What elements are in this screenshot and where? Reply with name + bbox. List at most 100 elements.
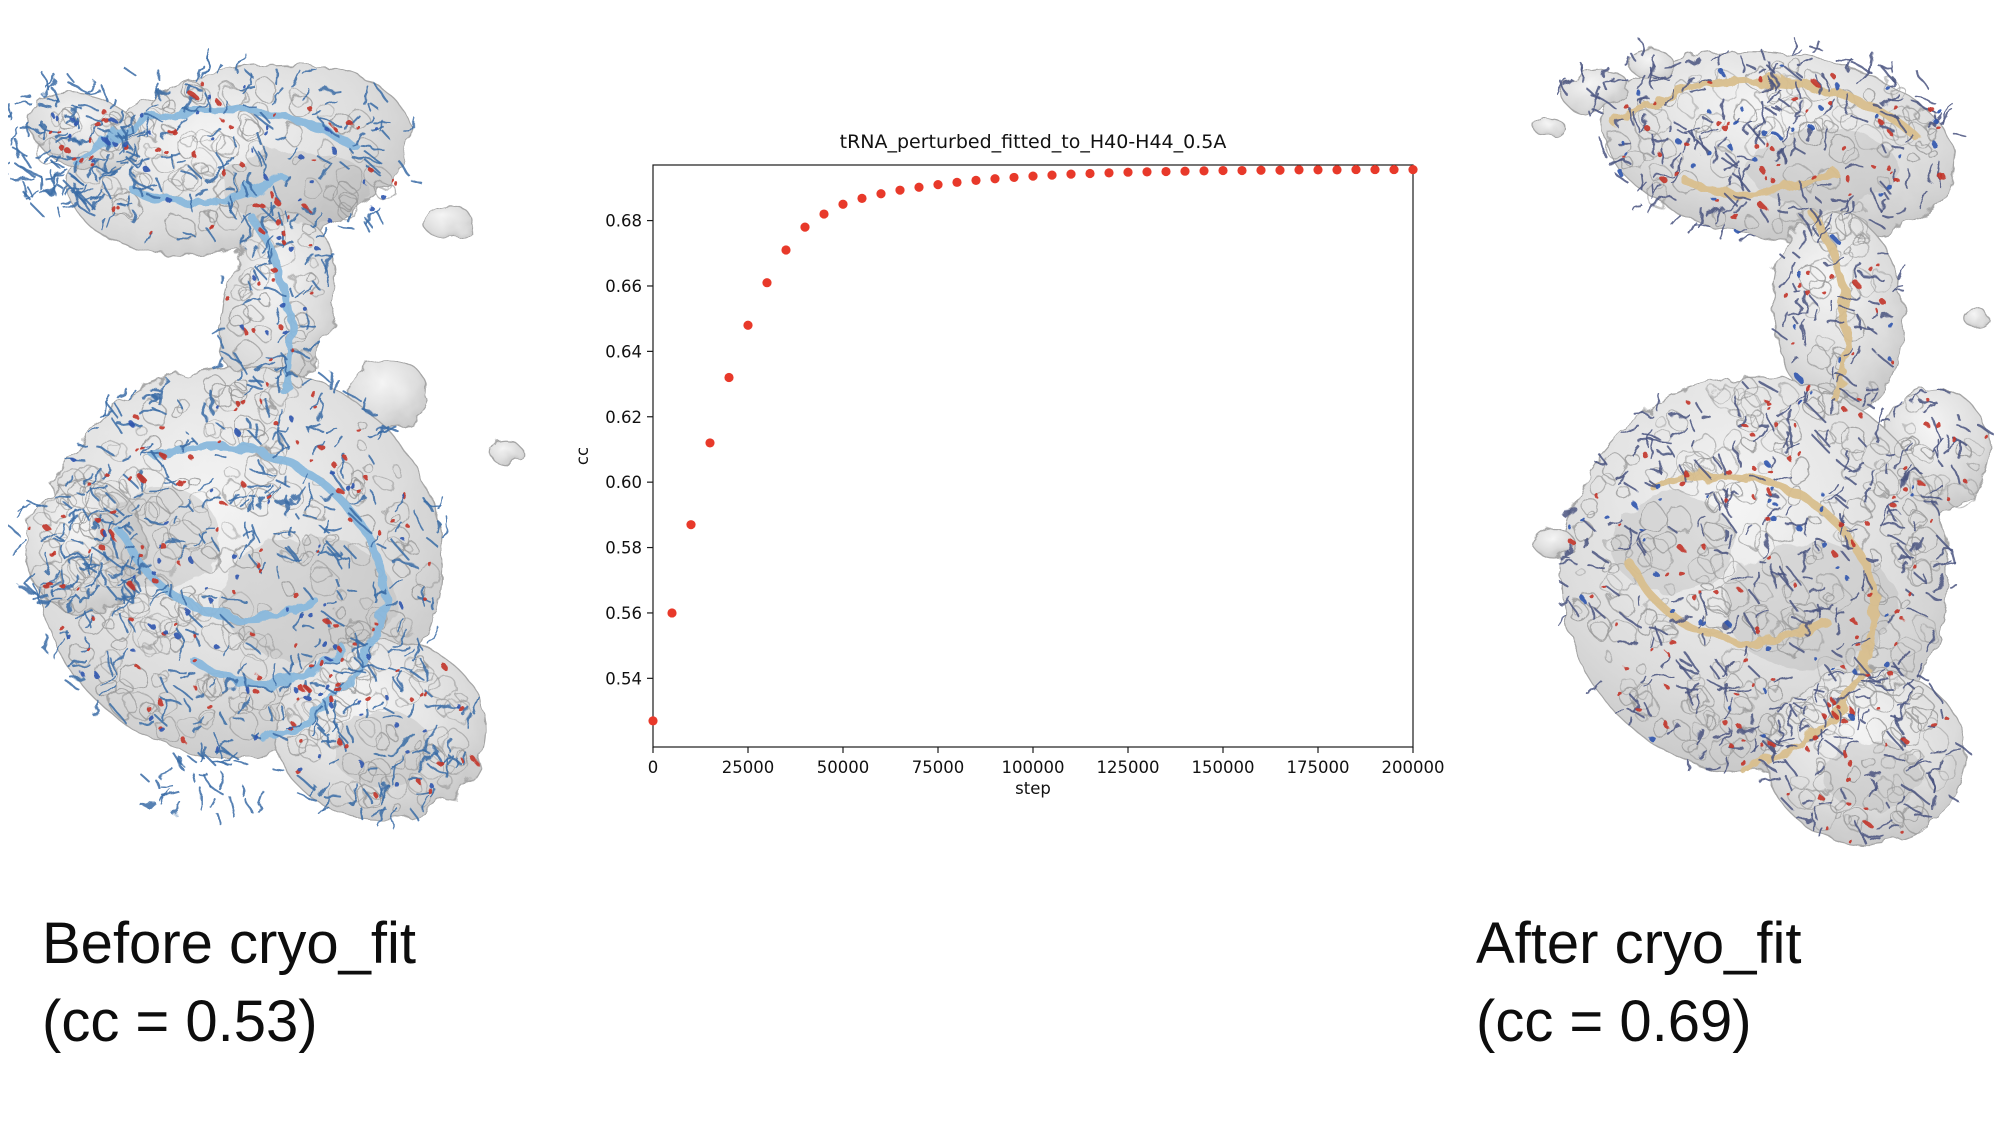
density-ring [1689, 72, 1702, 84]
bond-stick [1762, 105, 1779, 117]
oxygen-dot [1819, 711, 1825, 717]
bond-stick [1628, 709, 1645, 718]
bond-stick [1769, 742, 1776, 765]
oxygen-dot [1750, 432, 1755, 438]
bond-stick [99, 83, 108, 101]
bond-stick [172, 115, 186, 130]
bond-stick [259, 263, 268, 271]
bond-stick [323, 122, 344, 129]
density-ring [1817, 335, 1834, 352]
bond-stick [1803, 518, 1810, 535]
bond-stick [217, 154, 228, 175]
bond-stick [1809, 765, 1825, 772]
density-ring [1785, 457, 1814, 486]
density-ring [71, 522, 82, 532]
nitrogen-dot [68, 115, 73, 120]
oxygen-dot [1760, 743, 1764, 748]
bond-stick [124, 68, 141, 81]
bond-stick [312, 113, 325, 117]
bond-stick [1791, 289, 1802, 294]
data-point [933, 180, 943, 190]
bond-stick [1916, 97, 1933, 102]
oxygen-dot [241, 482, 247, 488]
oxygen-dot [192, 685, 197, 689]
oxygen-dot [1858, 412, 1864, 419]
bond-stick [1834, 496, 1851, 511]
bond-stick [206, 129, 223, 137]
bond-stick [303, 496, 314, 511]
nitrogen-dot [1818, 505, 1825, 512]
density-ring [343, 755, 365, 777]
oxygen-dot [1756, 629, 1761, 635]
bond-stick [336, 590, 343, 600]
bond-stick [1766, 456, 1774, 465]
bond-stick [1917, 71, 1926, 86]
density-ring [1600, 453, 1627, 480]
bond-stick [217, 641, 227, 651]
density-ring [117, 479, 129, 491]
bond-stick [65, 116, 78, 124]
nitrogen-dot [1646, 732, 1653, 739]
density-ring [1823, 673, 1844, 694]
bond-stick [1760, 48, 1769, 63]
oxygen-dot [208, 224, 214, 230]
bond-stick [133, 179, 154, 191]
bond-stick [1559, 561, 1577, 565]
bond-stick [1861, 709, 1871, 720]
density-ring [243, 456, 273, 485]
nitrogen-dot [1637, 91, 1643, 98]
bond-stick [187, 612, 205, 630]
bond-stick [315, 369, 331, 383]
nitrogen-dot [110, 118, 117, 125]
bond-stick [22, 127, 42, 132]
density-ring [1872, 562, 1883, 573]
bond-stick [83, 184, 88, 198]
bond-stick [364, 99, 371, 111]
bond-stick [334, 710, 338, 728]
bond-stick [1619, 121, 1627, 130]
nitrogen-dot [1661, 500, 1665, 504]
density-ring [1721, 645, 1749, 673]
bond-stick [410, 670, 424, 681]
bond-stick [73, 611, 96, 619]
nitrogen-dot [401, 538, 406, 542]
bond-stick [1833, 640, 1843, 648]
density-ring [333, 605, 346, 618]
nitrogen-dot [1772, 488, 1777, 493]
density-ring [358, 761, 379, 782]
bond-stick [1787, 424, 1792, 447]
nitrogen-atoms-after [1568, 66, 1940, 740]
bond-stick [137, 133, 152, 139]
bond-stick [309, 716, 318, 735]
oxygen-dot [61, 514, 66, 519]
nitrogen-dot [1884, 613, 1890, 619]
bond-stick [108, 95, 114, 109]
oxygen-dot [267, 385, 272, 389]
bond-stick [61, 500, 73, 510]
bond-stick [1711, 455, 1720, 467]
oxygen-dot [1594, 493, 1600, 499]
bond-stick [1759, 776, 1781, 784]
x-tick-label: 75000 [912, 758, 965, 777]
bond-stick [1661, 63, 1683, 67]
bond-stick [195, 727, 204, 736]
oxygen-dot [261, 401, 265, 406]
oxygen-dot [156, 698, 163, 705]
density-ring [1706, 523, 1725, 542]
density-ring [390, 626, 404, 640]
oxygen-dot [97, 542, 104, 550]
density-ring [392, 755, 405, 769]
bond-stick [1816, 538, 1829, 546]
bond-stick [1817, 604, 1821, 619]
density-ring [126, 691, 154, 720]
nitrogen-dot [1824, 545, 1831, 552]
nitrogen-dot [294, 688, 300, 694]
nitrogen-dot [348, 481, 354, 488]
density-ring [1804, 552, 1817, 565]
nitrogen-dot [141, 115, 147, 120]
bond-stick [1633, 112, 1641, 134]
bond-stick [1862, 275, 1882, 279]
bond-stick [1801, 326, 1806, 344]
bond-stick [311, 150, 331, 165]
bond-stick [74, 159, 78, 176]
